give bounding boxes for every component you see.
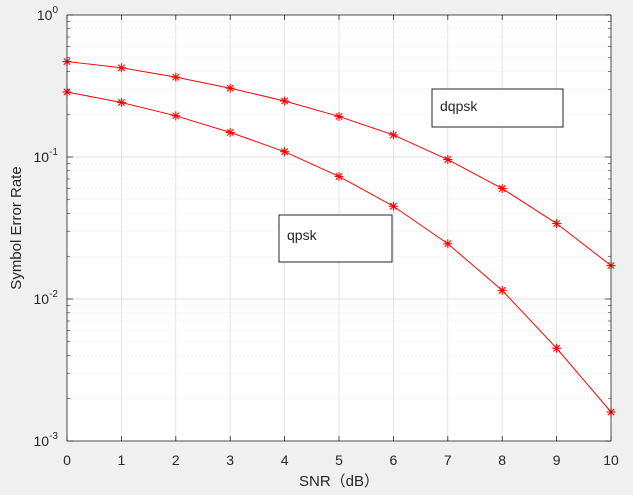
data-point-dqpsk <box>280 96 290 106</box>
marker-stroke <box>172 73 180 81</box>
y-tick-label: 10-3 <box>34 431 59 449</box>
data-point-dqpsk <box>552 219 562 229</box>
x-tick-label: 10 <box>603 452 619 468</box>
marker-stroke <box>226 84 234 92</box>
x-tick-label: 2 <box>172 452 180 468</box>
data-point-qpsk <box>552 343 562 353</box>
x-tick-label: 3 <box>226 452 234 468</box>
data-point-qpsk <box>171 111 181 121</box>
x-tick-label: 8 <box>498 452 506 468</box>
data-point-dqpsk <box>171 72 181 82</box>
data-point-qpsk <box>443 239 453 249</box>
data-point-dqpsk <box>388 130 398 140</box>
marker-stroke <box>553 344 561 352</box>
x-tick-label: 6 <box>390 452 398 468</box>
marker-stroke <box>117 98 125 107</box>
marker-stroke <box>226 128 234 136</box>
data-point-dqpsk <box>116 63 126 73</box>
annotation-dqpsk-text: dqpsk <box>440 98 478 114</box>
y-axis-label: Symbol Error Rate <box>8 166 25 289</box>
data-point-dqpsk <box>334 111 344 121</box>
series-layer <box>62 57 616 417</box>
marker-stroke <box>444 155 452 164</box>
x-tick-label: 0 <box>63 452 71 468</box>
marker-stroke <box>335 112 343 121</box>
y-tick-label: 10-2 <box>34 289 59 307</box>
tick-labels: 0 1 2 3 4 5 6 7 8 9 10 10-3 10-2 10-1 100 <box>34 5 619 468</box>
data-point-dqpsk <box>225 83 235 93</box>
ticks <box>66 14 612 442</box>
marker-stroke <box>281 148 289 156</box>
series-dqpsk <box>62 57 616 271</box>
marker-stroke <box>281 97 289 105</box>
x-tick-label: 4 <box>281 452 289 468</box>
data-point-qpsk <box>116 97 126 107</box>
marker-stroke <box>444 240 452 248</box>
marker-stroke <box>553 219 561 228</box>
data-point-qpsk <box>225 127 235 137</box>
x-tick-label: 7 <box>444 452 452 468</box>
marker-stroke <box>172 112 180 120</box>
y-tick-label: 100 <box>37 5 59 23</box>
marker-stroke <box>498 184 506 193</box>
marker-stroke <box>117 64 125 72</box>
x-tick-label: 5 <box>335 452 343 468</box>
data-point-dqpsk <box>443 155 453 165</box>
x-tick-label: 9 <box>553 452 561 468</box>
x-tick-label: 1 <box>118 452 126 468</box>
annotation-dqpsk: dqpsk <box>431 88 564 128</box>
marker-stroke <box>389 202 397 210</box>
annotation-qpsk: qpsk <box>278 214 393 263</box>
y-tick-label: 10-1 <box>34 147 59 165</box>
data-point-qpsk <box>388 201 398 211</box>
data-point-qpsk <box>497 285 507 295</box>
marker-stroke <box>335 172 343 180</box>
x-axis-label: SNR（dB） <box>299 473 379 490</box>
marker-stroke <box>389 131 397 139</box>
annotation-qpsk-text: qpsk <box>287 227 318 243</box>
data-point-qpsk <box>334 171 344 181</box>
marker-stroke <box>498 286 506 294</box>
data-point-dqpsk <box>497 184 507 194</box>
data-point-qpsk <box>280 147 290 157</box>
